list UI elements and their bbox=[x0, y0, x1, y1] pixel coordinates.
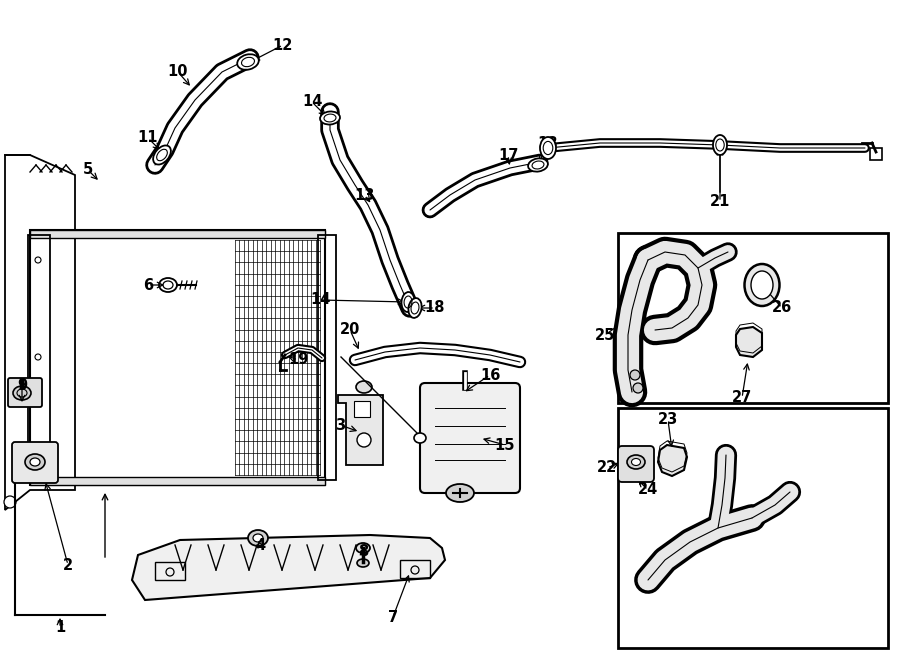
Text: 18: 18 bbox=[538, 136, 558, 151]
Ellipse shape bbox=[540, 137, 556, 159]
Bar bbox=[618, 408, 888, 648]
Text: 9: 9 bbox=[17, 377, 27, 393]
Ellipse shape bbox=[357, 559, 369, 567]
Text: 16: 16 bbox=[480, 368, 500, 383]
Circle shape bbox=[35, 452, 41, 458]
Ellipse shape bbox=[627, 455, 645, 469]
Circle shape bbox=[4, 496, 16, 508]
Ellipse shape bbox=[409, 298, 421, 318]
Text: 27: 27 bbox=[732, 391, 752, 405]
Ellipse shape bbox=[356, 543, 370, 553]
Ellipse shape bbox=[248, 530, 268, 546]
Ellipse shape bbox=[13, 386, 31, 400]
Text: 25: 25 bbox=[595, 327, 616, 342]
Text: 14: 14 bbox=[310, 293, 330, 307]
Circle shape bbox=[633, 383, 643, 393]
Text: 5: 5 bbox=[83, 163, 93, 178]
Circle shape bbox=[630, 370, 640, 380]
Bar bbox=[30, 477, 325, 485]
FancyBboxPatch shape bbox=[420, 383, 520, 493]
Text: 1: 1 bbox=[55, 621, 65, 635]
Text: 8: 8 bbox=[358, 545, 368, 559]
Text: 7: 7 bbox=[388, 609, 398, 625]
Ellipse shape bbox=[356, 381, 372, 393]
Text: 22: 22 bbox=[597, 461, 617, 475]
Text: 17: 17 bbox=[498, 147, 518, 163]
Ellipse shape bbox=[632, 459, 641, 465]
Bar bbox=[30, 230, 325, 238]
Ellipse shape bbox=[153, 145, 171, 165]
Ellipse shape bbox=[713, 135, 727, 155]
Bar bbox=[28, 235, 50, 480]
Text: 23: 23 bbox=[658, 412, 678, 428]
Bar bbox=[870, 148, 882, 160]
Text: 13: 13 bbox=[355, 188, 375, 202]
FancyBboxPatch shape bbox=[12, 442, 58, 483]
Ellipse shape bbox=[751, 271, 773, 299]
Text: 10: 10 bbox=[167, 65, 188, 79]
Text: 19: 19 bbox=[288, 352, 308, 368]
Ellipse shape bbox=[401, 292, 415, 312]
Ellipse shape bbox=[253, 534, 263, 542]
Text: 18: 18 bbox=[425, 301, 446, 315]
Bar bbox=[155, 562, 185, 580]
Text: 15: 15 bbox=[495, 438, 515, 453]
Ellipse shape bbox=[25, 454, 45, 470]
Ellipse shape bbox=[320, 112, 340, 124]
Text: 6: 6 bbox=[143, 278, 153, 293]
Bar bbox=[400, 560, 430, 578]
Ellipse shape bbox=[159, 278, 177, 292]
Ellipse shape bbox=[528, 159, 548, 172]
Text: 20: 20 bbox=[340, 323, 360, 338]
Bar bbox=[354, 401, 370, 417]
Text: 2: 2 bbox=[63, 557, 73, 572]
Text: 4: 4 bbox=[255, 537, 266, 553]
Polygon shape bbox=[338, 395, 383, 465]
Circle shape bbox=[35, 257, 41, 263]
Text: 11: 11 bbox=[138, 130, 158, 145]
Polygon shape bbox=[658, 445, 687, 476]
Bar bbox=[30, 230, 325, 485]
Ellipse shape bbox=[238, 54, 259, 70]
Polygon shape bbox=[132, 535, 445, 600]
Text: 3: 3 bbox=[335, 418, 345, 432]
Ellipse shape bbox=[414, 433, 426, 443]
Text: 12: 12 bbox=[273, 38, 293, 52]
Ellipse shape bbox=[744, 264, 779, 306]
Bar bbox=[318, 235, 336, 480]
Bar bbox=[618, 233, 888, 403]
Text: 14: 14 bbox=[302, 95, 322, 110]
Text: 21: 21 bbox=[710, 194, 730, 210]
Ellipse shape bbox=[30, 458, 40, 466]
Circle shape bbox=[35, 354, 41, 360]
Text: 24: 24 bbox=[638, 483, 658, 498]
Polygon shape bbox=[736, 327, 762, 357]
FancyBboxPatch shape bbox=[8, 378, 42, 407]
FancyBboxPatch shape bbox=[618, 446, 654, 482]
Ellipse shape bbox=[446, 484, 474, 502]
Circle shape bbox=[357, 433, 371, 447]
Text: 26: 26 bbox=[772, 301, 792, 315]
